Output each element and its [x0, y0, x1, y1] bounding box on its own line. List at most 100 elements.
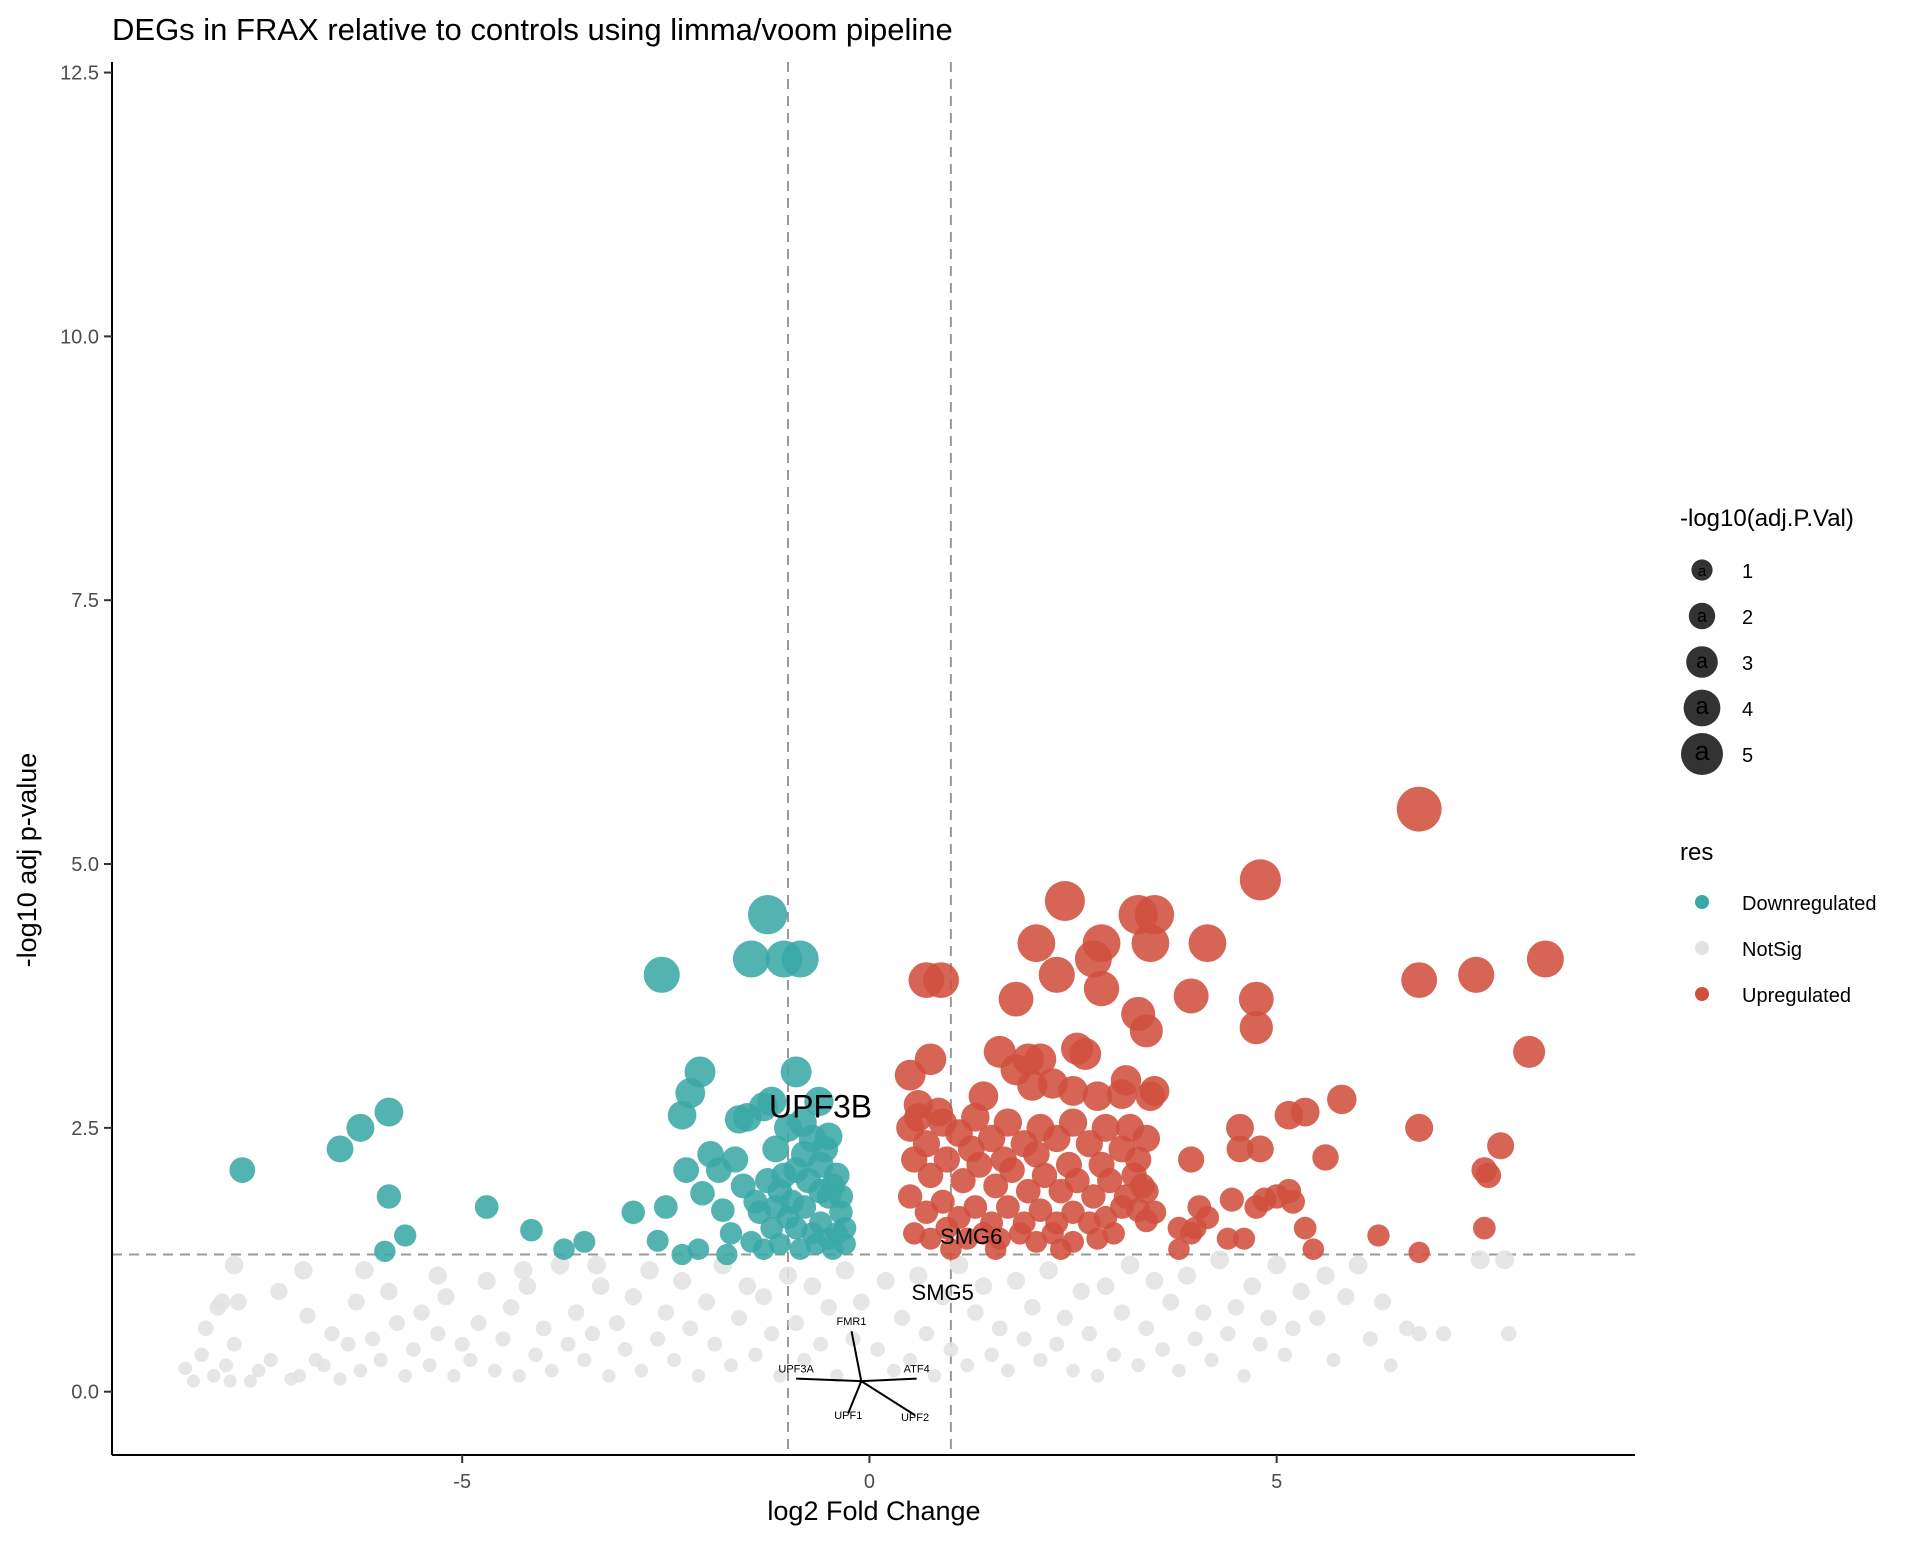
- upregulated-point: [1216, 1227, 1239, 1250]
- notsig-point: [1435, 1325, 1452, 1342]
- notsig-point: [1049, 1336, 1065, 1352]
- gene-label: UPF2: [901, 1412, 929, 1424]
- color-legend-key: [1695, 895, 1709, 909]
- notsig-point: [1096, 1277, 1115, 1295]
- notsig-point: [943, 1342, 959, 1357]
- notsig-point: [1470, 1250, 1490, 1270]
- notsig-point: [294, 1261, 313, 1280]
- upregulated-point: [1017, 924, 1056, 963]
- upregulated-point: [1302, 1238, 1325, 1260]
- notsig-point: [1066, 1363, 1080, 1378]
- downregulated-point: [732, 940, 770, 978]
- label-connector: [861, 1377, 917, 1383]
- notsig-point: [1138, 1320, 1155, 1337]
- upregulated-point: [1107, 1079, 1137, 1109]
- downregulated-point: [804, 1086, 834, 1117]
- upregulated-point: [1131, 924, 1170, 963]
- upregulated-point: [924, 1097, 954, 1127]
- upregulated-point: [1134, 1178, 1159, 1204]
- legend-size-title: -log10(adj.P.Val): [1680, 505, 1854, 532]
- upregulated-point: [919, 1227, 942, 1250]
- size-legend-label: 2: [1742, 607, 1753, 629]
- notsig-point: [1316, 1266, 1335, 1285]
- notsig-point: [502, 1298, 520, 1316]
- notsig-point: [1172, 1363, 1186, 1378]
- notsig-point: [333, 1372, 347, 1386]
- upregulated-point: [1129, 1014, 1163, 1048]
- upregulated-point: [1293, 1216, 1317, 1240]
- notsig-point: [1277, 1347, 1292, 1362]
- notsig-point: [463, 1352, 478, 1368]
- notsig-point: [682, 1320, 699, 1337]
- notsig-point: [1056, 1309, 1073, 1326]
- upregulated-point: [933, 1146, 960, 1173]
- downregulated-point: [229, 1157, 256, 1183]
- notsig-point: [207, 1369, 221, 1383]
- downregulated-point: [374, 1240, 396, 1263]
- notsig-point: [470, 1315, 487, 1332]
- notsig-point: [1195, 1304, 1212, 1321]
- notsig-point: [673, 1271, 692, 1290]
- upregulated-point: [1082, 1081, 1113, 1112]
- upregulated-point: [1028, 1198, 1053, 1222]
- downregulated-point: [690, 1181, 715, 1206]
- upregulated-point: [935, 1216, 959, 1240]
- y-tick-label: 7.5: [71, 590, 99, 612]
- notsig-point: [1113, 1304, 1131, 1321]
- notsig-point: [365, 1331, 381, 1347]
- notsig-point: [609, 1315, 625, 1332]
- notsig-point: [380, 1282, 398, 1301]
- color-legend-key: [1695, 987, 1709, 1001]
- upregulated-point: [1044, 880, 1085, 921]
- downregulated-point: [374, 1097, 404, 1127]
- notsig-point: [778, 1266, 798, 1285]
- notsig-point: [454, 1336, 470, 1352]
- downregulated-point: [781, 940, 819, 978]
- upregulated-point: [1081, 1184, 1106, 1209]
- upregulated-point: [1312, 1144, 1339, 1171]
- notsig-point: [1177, 1266, 1197, 1285]
- upregulated-point: [1458, 956, 1495, 993]
- notsig-point: [209, 1298, 227, 1316]
- notsig-point: [887, 1363, 901, 1378]
- notsig-point: [949, 1255, 969, 1275]
- notsig-point: [587, 1255, 606, 1275]
- notsig-point: [584, 1325, 601, 1342]
- downregulated-point: [780, 1056, 812, 1088]
- notsig-point: [918, 1325, 935, 1342]
- downregulated-point: [394, 1224, 417, 1247]
- gene-label: SMG5: [912, 1280, 974, 1305]
- size-legend-key: [1691, 559, 1713, 581]
- upregulated-point: [1280, 1189, 1305, 1214]
- notsig-point: [437, 1288, 455, 1306]
- notsig-point: [428, 1266, 447, 1285]
- notsig-point: [754, 1288, 773, 1306]
- notsig-point: [927, 1369, 942, 1383]
- axes: -5 0 5 0.0 2.5 5.0 7.5 10.0 12.5: [60, 62, 1635, 1493]
- notsig-point: [219, 1358, 233, 1373]
- notsig-point: [1411, 1325, 1427, 1342]
- notsig-point: [1243, 1277, 1262, 1295]
- notsig-points: [178, 1250, 1517, 1388]
- legend-color-title: res: [1680, 839, 1713, 866]
- notsig-point: [229, 1293, 247, 1311]
- downregulated-point: [721, 1146, 749, 1173]
- notsig-point: [398, 1369, 412, 1383]
- upregulated-point: [1401, 962, 1438, 999]
- downregulated-point: [773, 1113, 802, 1142]
- notsig-point: [960, 1358, 975, 1373]
- upregulated-point: [1132, 1124, 1161, 1153]
- upregulated-point: [894, 1059, 926, 1091]
- reference-lines: [112, 62, 1635, 1455]
- downregulated-point: [771, 1162, 797, 1189]
- notsig-point: [1501, 1325, 1517, 1342]
- downregulated-point: [646, 1229, 669, 1252]
- downregulated-point: [824, 1162, 850, 1189]
- notsig-point: [748, 1347, 763, 1362]
- upregulated-point: [998, 981, 1034, 1017]
- notsig-point: [617, 1342, 633, 1357]
- size-legend-key: [1688, 602, 1716, 630]
- size-legend-label: 3: [1742, 653, 1753, 675]
- upregulated-point: [1290, 1097, 1320, 1127]
- downregulated-point: [763, 1195, 788, 1219]
